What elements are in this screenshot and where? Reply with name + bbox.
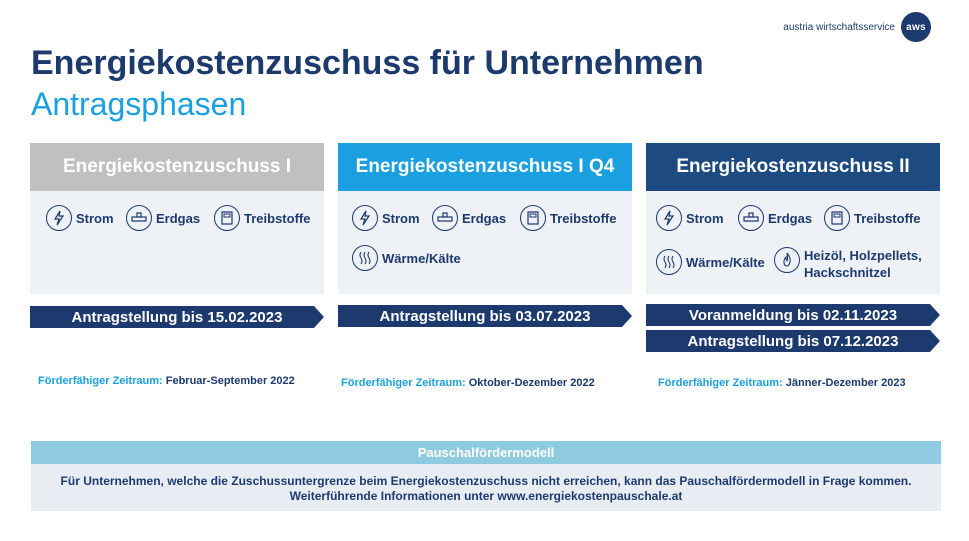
icon-item-erdgas: Erdgas bbox=[126, 205, 200, 231]
zeitraum-3: Förderfähiger Zeitraum: Jänner-Dezember … bbox=[658, 377, 906, 389]
page-title: Energiekostenzuschuss für Unternehmen bbox=[31, 44, 704, 82]
icon-item-strom: Strom bbox=[46, 205, 114, 231]
deadline-arrow-3b: Antragstellung bis 07.12.2023 bbox=[646, 330, 940, 352]
lightning-icon bbox=[352, 205, 378, 231]
flame-icon bbox=[774, 247, 800, 273]
icon-item-treibstoffe: Treibstoffe bbox=[214, 205, 310, 231]
pauschal-body: Für Unternehmen, welche die Zuschussunte… bbox=[31, 464, 941, 504]
phase-card-2: Energiekostenzuschuss I Q4 Strom Erdgas … bbox=[338, 143, 632, 294]
fuel-pump-icon bbox=[824, 205, 850, 231]
aws-logo-icon: aws bbox=[901, 12, 931, 42]
phase-title-1: Energiekostenzuschuss I bbox=[30, 143, 324, 191]
icon-item-treibstoffe: Treibstoffe bbox=[520, 205, 616, 231]
pauschal-box: Pauschalfördermodell Für Unternehmen, we… bbox=[31, 441, 941, 511]
icon-item-heizoel: Heizöl, Holzpellets, Hackschnitzel bbox=[774, 247, 934, 281]
brand: austria wirtschaftsservice aws bbox=[783, 12, 931, 42]
pauschal-line-2: Weiterführende Informationen unter www.e… bbox=[289, 489, 683, 503]
lightning-icon bbox=[46, 205, 72, 231]
phase-card-1: Energiekostenzuschuss I Strom Erdgas Tre… bbox=[30, 143, 324, 294]
lightning-icon bbox=[656, 205, 682, 231]
deadline-arrow-1: Antragstellung bis 15.02.2023 bbox=[30, 306, 324, 328]
deadline-arrow-2: Antragstellung bis 03.07.2023 bbox=[338, 305, 632, 327]
fuel-pump-icon bbox=[520, 205, 546, 231]
phase-card-3: Energiekostenzuschuss II Strom Erdgas Tr… bbox=[646, 143, 940, 294]
zeitraum-1: Förderfähiger Zeitraum: Februar-Septembe… bbox=[38, 375, 295, 387]
icon-item-waerme: Wärme/Kälte bbox=[656, 249, 765, 275]
icon-item-strom: Strom bbox=[352, 205, 420, 231]
pauschal-line-1: Für Unternehmen, welche die Zuschussunte… bbox=[60, 474, 912, 488]
heat-waves-icon bbox=[352, 245, 378, 271]
icon-item-erdgas: Erdgas bbox=[432, 205, 506, 231]
pauschal-title: Pauschalfördermodell bbox=[31, 441, 941, 464]
icon-item-waerme: Wärme/Kälte bbox=[352, 245, 461, 271]
heat-waves-icon bbox=[656, 249, 682, 275]
deadline-arrow-3a: Voranmeldung bis 02.11.2023 bbox=[646, 304, 940, 326]
phase-title-2: Energiekostenzuschuss I Q4 bbox=[338, 143, 632, 191]
fuel-pump-icon bbox=[214, 205, 240, 231]
page-subtitle: Antragsphasen bbox=[31, 86, 247, 122]
gas-pipe-icon bbox=[432, 205, 458, 231]
icon-item-strom: Strom bbox=[656, 205, 724, 231]
brand-name: austria wirtschaftsservice bbox=[783, 21, 895, 33]
gas-pipe-icon bbox=[738, 205, 764, 231]
icon-item-treibstoffe: Treibstoffe bbox=[824, 205, 920, 231]
icon-item-erdgas: Erdgas bbox=[738, 205, 812, 231]
phase-title-3: Energiekostenzuschuss II bbox=[646, 143, 940, 191]
zeitraum-2: Förderfähiger Zeitraum: Oktober-Dezember… bbox=[341, 377, 595, 389]
gas-pipe-icon bbox=[126, 205, 152, 231]
